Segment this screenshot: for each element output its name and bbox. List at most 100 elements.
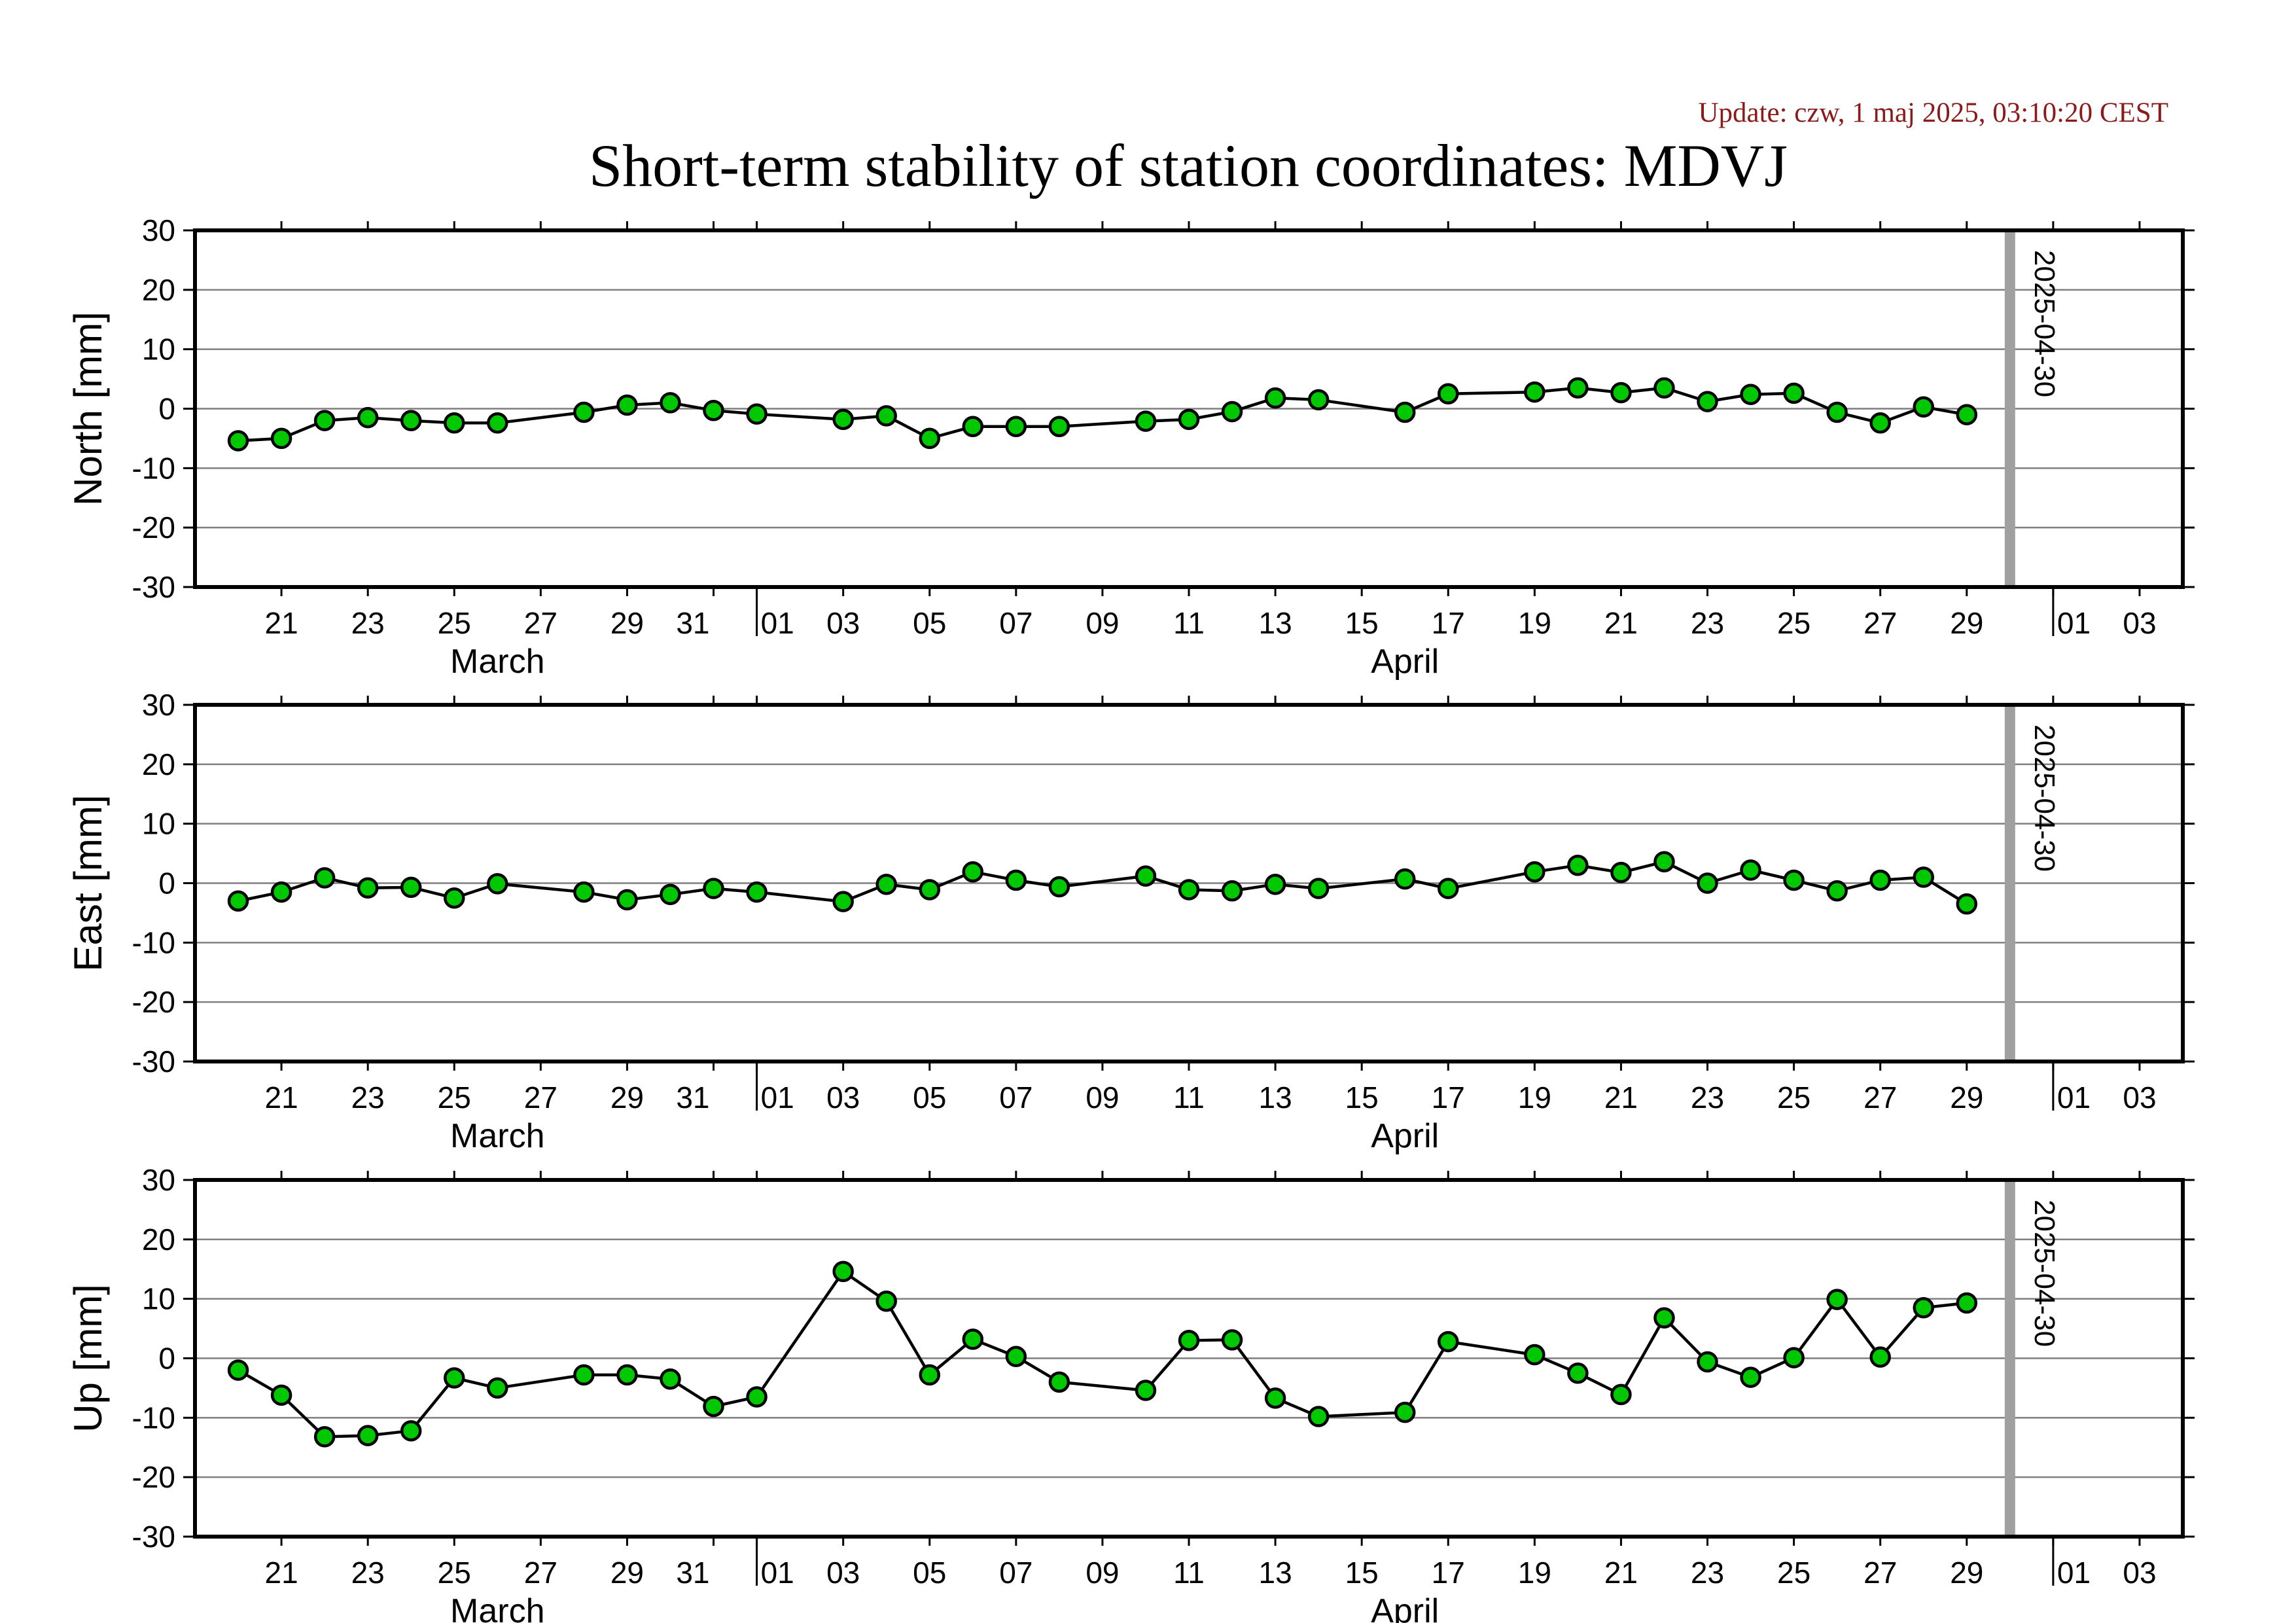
x-tick-label: 01 bbox=[2057, 1556, 2091, 1590]
y-tick-label: -30 bbox=[132, 1044, 175, 1079]
data-point bbox=[400, 876, 422, 899]
panel-north: 2025-04-30 30 20 10 0 -10 -20 -30 North [mm] 21 23… bbox=[66, 213, 2195, 681]
month-label: April bbox=[1371, 643, 1439, 681]
data-point bbox=[1610, 1383, 1632, 1406]
data-point bbox=[227, 890, 249, 912]
x-tick-label: 27 bbox=[1863, 606, 1897, 640]
data-point bbox=[1913, 866, 1934, 888]
data-point bbox=[1135, 1380, 1157, 1401]
data-point bbox=[1048, 1371, 1070, 1393]
data-point bbox=[875, 874, 897, 895]
x-tick-label: 11 bbox=[1173, 1556, 1205, 1590]
x-tick-label: 21 bbox=[1604, 1556, 1638, 1590]
data-point bbox=[1697, 391, 1718, 412]
update-timestamp: Update: czw, 1 maj 2025, 03:10:20 CEST bbox=[1698, 98, 2168, 128]
data-point bbox=[1869, 1346, 1891, 1368]
y-axis-label: Up [mm] bbox=[66, 1284, 110, 1433]
data-point bbox=[1524, 861, 1545, 883]
data-point bbox=[1697, 872, 1718, 894]
data-point bbox=[1178, 879, 1200, 901]
data-point bbox=[1438, 383, 1459, 405]
data-point bbox=[487, 412, 508, 434]
data-point bbox=[1783, 382, 1805, 404]
data-point bbox=[270, 881, 292, 903]
x-tick-label: 05 bbox=[913, 606, 946, 640]
y-tick-label: -20 bbox=[132, 1460, 175, 1494]
x-tick-label: 15 bbox=[1345, 1556, 1379, 1590]
data-point bbox=[1653, 377, 1675, 399]
data-point bbox=[1826, 880, 1848, 902]
data-point bbox=[227, 1359, 249, 1381]
data-point bbox=[1783, 1347, 1805, 1368]
y-tick-label: 0 bbox=[158, 392, 175, 426]
data-point bbox=[1394, 401, 1416, 423]
data-point bbox=[1221, 880, 1243, 902]
x-tick-label: 25 bbox=[438, 606, 471, 640]
data-point bbox=[832, 1260, 854, 1283]
data-point bbox=[270, 1384, 292, 1406]
x-tick-label: 21 bbox=[1604, 1080, 1638, 1115]
data-point bbox=[919, 879, 940, 901]
y-axis-label: East [mm] bbox=[66, 794, 110, 971]
chart-title: Short-term stability of station coordina… bbox=[588, 132, 1788, 199]
x-tick-label: 31 bbox=[676, 1080, 709, 1115]
marker-label: 2025-04-30 bbox=[2028, 250, 2060, 397]
data-point bbox=[616, 1364, 638, 1386]
x-tick-label: 01 bbox=[2057, 606, 2091, 640]
x-tick-label: 25 bbox=[438, 1080, 471, 1115]
data-point bbox=[616, 889, 638, 911]
x-tick-label: 29 bbox=[610, 606, 644, 640]
y-tick-label: -20 bbox=[132, 985, 175, 1019]
x-tick-label: 29 bbox=[610, 1080, 644, 1115]
data-point bbox=[444, 412, 465, 434]
data-point bbox=[875, 405, 897, 427]
data-point bbox=[616, 394, 638, 416]
x-tick-label: 21 bbox=[265, 1556, 298, 1590]
y-tick-label: 30 bbox=[142, 688, 175, 722]
x-tick-label: 29 bbox=[1950, 1080, 1983, 1115]
data-point bbox=[746, 881, 768, 903]
y-tick-label: 30 bbox=[142, 1163, 175, 1197]
data-point bbox=[1869, 869, 1891, 891]
data-point bbox=[1178, 1330, 1200, 1351]
data-point bbox=[1653, 851, 1675, 873]
x-tick-label: 31 bbox=[676, 606, 709, 640]
y-axis-label: North [mm] bbox=[66, 312, 110, 506]
data-point bbox=[1005, 1346, 1027, 1368]
data-point bbox=[1048, 416, 1070, 437]
data-point bbox=[227, 430, 249, 452]
x-tick-label: 23 bbox=[1691, 1556, 1724, 1590]
x-tick-label: 29 bbox=[610, 1556, 644, 1590]
data-point bbox=[1048, 876, 1070, 898]
y-tick-label: 10 bbox=[142, 332, 175, 366]
data-point bbox=[1307, 1406, 1330, 1427]
data-point bbox=[703, 399, 724, 421]
data-point bbox=[487, 1377, 508, 1399]
data-point bbox=[313, 410, 336, 431]
x-tick-label: 09 bbox=[1086, 606, 1119, 640]
data-point bbox=[1610, 861, 1632, 883]
x-tick-label: 01 bbox=[761, 1556, 794, 1590]
data-point bbox=[1135, 410, 1157, 432]
y-tick-label: -10 bbox=[132, 451, 175, 485]
data-point bbox=[573, 881, 595, 903]
x-tick-label: 19 bbox=[1518, 1556, 1551, 1590]
data-point bbox=[1913, 1297, 1934, 1319]
x-tick-label: 05 bbox=[913, 1556, 946, 1590]
data-point bbox=[660, 1368, 681, 1390]
data-point bbox=[400, 1420, 422, 1442]
month-label: April bbox=[1371, 1117, 1439, 1155]
x-tick-label: 11 bbox=[1173, 1080, 1205, 1115]
x-tick-label: 23 bbox=[1691, 1080, 1724, 1115]
x-tick-label: 19 bbox=[1518, 1080, 1551, 1115]
x-tick-label: 23 bbox=[351, 1080, 385, 1115]
month-label: March bbox=[450, 643, 544, 681]
data-point bbox=[1653, 1307, 1675, 1329]
data-point bbox=[573, 1364, 595, 1386]
data-point bbox=[270, 427, 292, 450]
data-point bbox=[1005, 869, 1027, 891]
month-label: March bbox=[450, 1592, 544, 1623]
x-tick-label: 17 bbox=[1432, 606, 1465, 640]
panel-up: 2025-04-30 30 20 10 0 -10 -20 -30 Up [mm] 21 23 25 2… bbox=[66, 1163, 2195, 1623]
x-tick-label: 03 bbox=[826, 606, 860, 640]
